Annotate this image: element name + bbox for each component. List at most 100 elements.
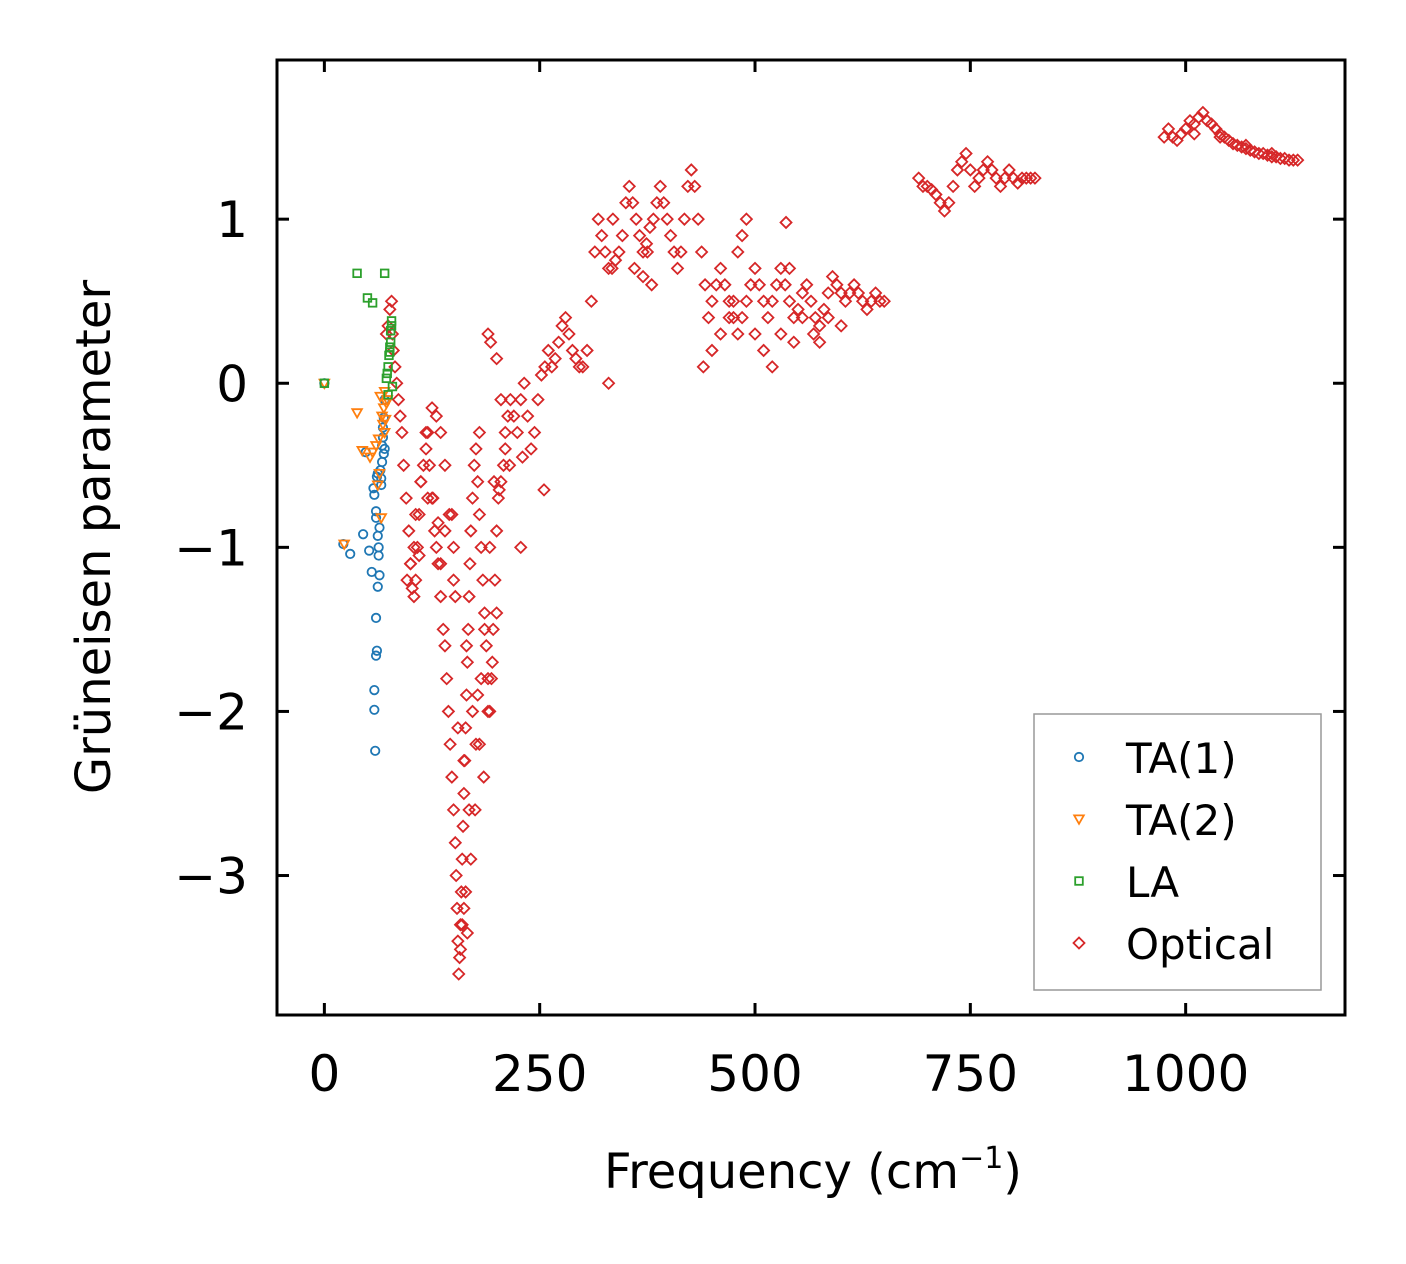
point-optical (445, 507, 459, 522)
point-optical (451, 721, 465, 735)
point-optical (748, 327, 762, 341)
legend: TA(1) TA(2) LA Optical (1033, 713, 1322, 991)
point-optical (527, 425, 542, 440)
point-optical (1252, 146, 1266, 161)
point-la (385, 326, 396, 336)
point-optical (446, 540, 461, 555)
point-optical (391, 392, 406, 407)
point-optical (461, 622, 475, 637)
point-optical (937, 204, 952, 218)
point-optical (488, 573, 502, 587)
point-ta2 (355, 446, 369, 458)
point-optical (1265, 146, 1279, 161)
point-optical (429, 409, 444, 423)
point-ta1 (371, 645, 383, 656)
y-tick-label: −1 (174, 519, 248, 577)
point-optical (967, 179, 982, 194)
point-optical (457, 786, 471, 801)
point-optical (456, 819, 470, 834)
point-optical (429, 540, 444, 555)
point-optical (453, 917, 468, 932)
series-optical (379, 105, 1305, 981)
x-axis-title-close: ) (1003, 1144, 1022, 1200)
series-ta2 (318, 378, 394, 551)
y-tick-label: 1 (216, 191, 248, 249)
y-tick-label: 0 (216, 355, 248, 413)
point-optical (476, 573, 490, 587)
point-ta2 (374, 513, 388, 525)
point-optical (408, 573, 423, 587)
point-optical (821, 286, 835, 300)
point-optical (502, 458, 517, 473)
point-optical (477, 622, 492, 637)
point-ta2 (375, 411, 389, 423)
point-optical (548, 351, 562, 366)
point-optical (722, 294, 736, 308)
point-optical (1015, 171, 1029, 185)
point-ta1 (370, 506, 382, 517)
point-optical (791, 302, 805, 317)
point-optical (541, 343, 556, 358)
point-optical (976, 163, 991, 177)
point-la (385, 347, 395, 357)
point-la (385, 342, 395, 352)
point-optical (431, 556, 445, 571)
point-optical (408, 507, 423, 522)
point-ta1 (378, 448, 389, 459)
point-optical (933, 195, 947, 210)
y-tick-label: −2 (174, 683, 248, 741)
point-optical (629, 212, 643, 226)
point-optical (1256, 146, 1270, 161)
point-optical (1230, 138, 1245, 153)
point-optical (489, 606, 504, 620)
point-optical (731, 327, 745, 341)
point-optical (653, 179, 668, 194)
point-optical (916, 179, 930, 194)
point-optical (422, 458, 437, 473)
point-la (383, 362, 393, 372)
point-ta1 (370, 745, 381, 756)
point-ta1 (369, 704, 380, 715)
point-optical (420, 491, 435, 505)
point-optical (1290, 153, 1305, 167)
point-optical (989, 171, 1003, 185)
point-optical (812, 319, 827, 333)
point-optical (625, 195, 640, 210)
point-optical (403, 556, 418, 571)
point-optical (486, 622, 500, 637)
point-optical (787, 310, 801, 325)
point-optical (842, 286, 857, 300)
point-optical (1019, 171, 1034, 185)
point-optical (477, 606, 492, 620)
point-optical (627, 261, 642, 276)
legend-marker-optical (1072, 936, 1086, 950)
point-optical (1226, 136, 1240, 151)
point-optical (713, 261, 728, 276)
point-optical (691, 212, 705, 226)
point-optical (449, 868, 463, 883)
point-optical (718, 278, 732, 292)
point-optical (779, 215, 793, 230)
point-optical (492, 483, 506, 497)
point-ta1 (374, 522, 385, 533)
legend-marker-la (1074, 876, 1084, 886)
legend-label-ta2: TA(2) (1125, 796, 1237, 845)
legend-label-la: LA (1126, 858, 1179, 907)
point-optical (453, 942, 468, 957)
point-optical (507, 409, 521, 423)
point-optical (479, 639, 494, 653)
point-optical (483, 335, 498, 350)
point-optical (806, 327, 821, 341)
point-optical (531, 392, 545, 407)
point-optical (963, 163, 978, 177)
point-optical (774, 261, 788, 276)
point-optical (407, 540, 421, 555)
point-optical (756, 343, 771, 358)
point-optical (575, 360, 590, 374)
x-axis-title-superscript: −1 (959, 1141, 1003, 1176)
point-optical (694, 245, 709, 259)
point-ta2 (366, 447, 379, 459)
point-optical (537, 483, 551, 497)
point-optical (739, 294, 754, 308)
point-optical (778, 278, 792, 292)
